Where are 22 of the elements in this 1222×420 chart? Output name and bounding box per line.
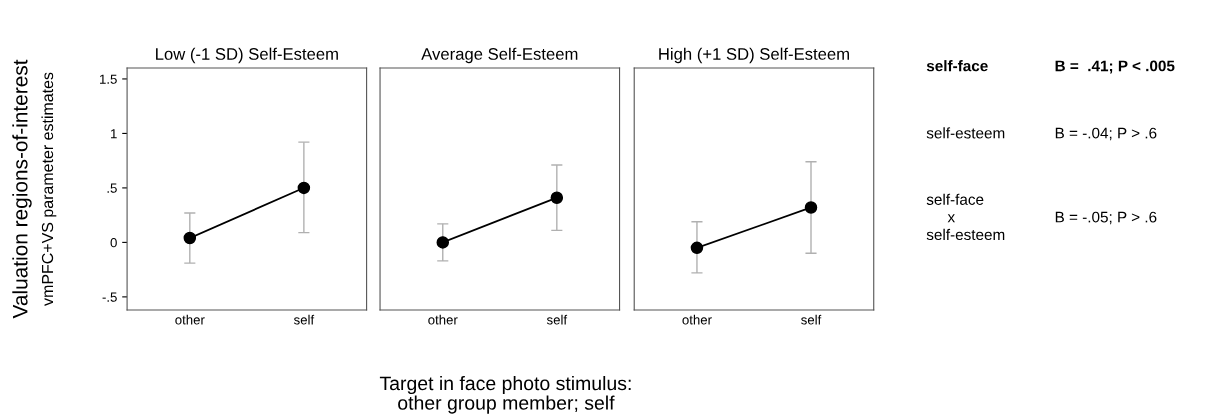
chart-title: High (+1 SD) Self-Esteem (659, 47, 849, 64)
x-tick-label: self (546, 314, 568, 325)
y-tick-label: 1 (111, 129, 117, 139)
y-tick-label: .5 (107, 183, 117, 193)
text: B = -.05; P > .6 (1055, 211, 1157, 225)
y-axis-title: Valuation regions-of-interest vmPFC+VS parameter estimates (12, 59, 57, 319)
text: self-esteem (926, 127, 1005, 139)
text: self-face x self-esteem (926, 193, 1005, 241)
x-tick-label: other (175, 314, 205, 325)
x-tick-label: self (801, 314, 822, 325)
x-tick-label: other (428, 314, 458, 325)
x-tick-label: self (293, 314, 315, 325)
y-tick-label: 1.5 (100, 74, 117, 84)
chart-title: Low (-1 SD) Self-Esteem (156, 47, 338, 64)
x-axis-title: Target in face photo stimulus: other group member; self (379, 375, 631, 414)
text: B = -.04; P > .6 (1055, 127, 1157, 141)
chart-title: Average Self-Esteem (421, 47, 578, 64)
text: self-face (926, 60, 988, 72)
y-tick-label: -.5 (102, 292, 117, 302)
text: B = .41; P < .005 (1055, 60, 1175, 74)
y-tick-label: 0 (110, 237, 117, 248)
x-tick-label: other (682, 314, 712, 325)
